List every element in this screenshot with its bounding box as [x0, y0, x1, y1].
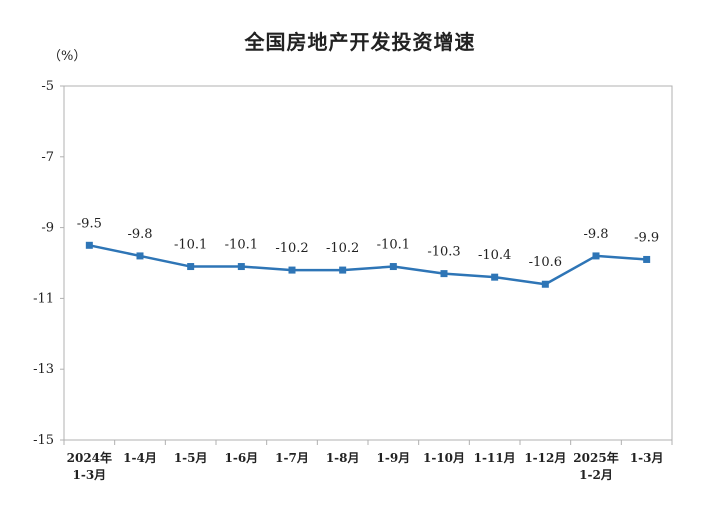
x-tick-label: 1-11月 [474, 451, 516, 465]
x-tick-label: 1-5月 [174, 451, 208, 465]
data-point [85, 241, 93, 249]
y-tick-label: -13 [33, 362, 54, 377]
data-label: -9.5 [77, 216, 102, 231]
y-tick-label: -9 [41, 221, 54, 236]
data-point [541, 280, 549, 288]
data-label: -10.2 [326, 241, 359, 256]
data-label: -10.1 [225, 238, 258, 253]
x-tick-label: 1-3月 [630, 451, 664, 465]
series-line [89, 244, 647, 286]
x-tick-label: 1-7月 [275, 451, 309, 465]
y-axis-unit-label: （%） [48, 49, 86, 64]
data-label: -9.9 [634, 230, 659, 245]
data-point [288, 266, 296, 274]
data-label: -10.1 [174, 238, 207, 253]
data-label: -9.8 [127, 227, 152, 242]
data-point [339, 266, 347, 274]
x-tick-label: 1-4月 [123, 451, 157, 465]
x-tick-label: 2024年 [67, 450, 112, 465]
data-point [389, 263, 397, 271]
y-tick-label: -5 [41, 79, 54, 94]
chart-title: 全国房地产开发投资增速 [244, 30, 476, 54]
data-label: -10.2 [275, 241, 308, 256]
data-point [440, 270, 448, 278]
y-tick-label: -7 [41, 150, 54, 165]
x-tick-label: 2025年 [573, 450, 618, 465]
data-point [187, 263, 195, 271]
x-tick-label: 1-12月 [524, 451, 566, 465]
data-label: -10.3 [427, 245, 460, 260]
data-point [592, 252, 600, 260]
data-point [643, 255, 651, 263]
data-label: -9.8 [583, 227, 608, 242]
data-label: -10.1 [377, 238, 410, 253]
x-tick-label: 1-9月 [376, 451, 410, 465]
data-label: -10.6 [529, 255, 562, 270]
data-point [136, 252, 144, 260]
data-point [237, 263, 245, 271]
data-point [491, 273, 499, 281]
y-tick-label: -11 [33, 291, 54, 306]
x-tick-label: 1-8月 [326, 451, 360, 465]
data-label: -10.4 [478, 248, 511, 263]
x-tick-label: 1-2月 [579, 468, 613, 482]
x-tick-label: 1-6月 [224, 451, 258, 465]
x-tick-label: 1-10月 [423, 451, 465, 465]
y-tick-label: -15 [33, 433, 54, 448]
x-tick-label: 1-3月 [72, 468, 106, 482]
